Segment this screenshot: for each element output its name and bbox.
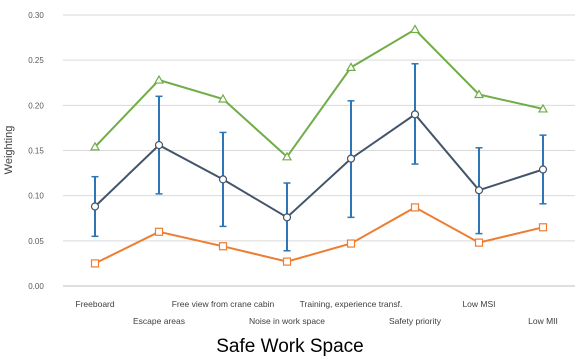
data-point-square [218, 242, 228, 251]
y-tick-label: 0.20 [28, 101, 44, 110]
data-point-triangle [345, 62, 357, 71]
data-point-triangle [537, 103, 549, 113]
data-point-triangle [217, 93, 229, 103]
data-point-triangle [153, 74, 165, 84]
data-point-circle [474, 186, 484, 195]
data-point-square [90, 259, 100, 268]
data-point-square [154, 227, 164, 236]
chart-title: Safe Work Space [216, 336, 364, 357]
data-point-circle [90, 202, 100, 211]
y-tick-label: 0.30 [28, 11, 44, 20]
y-tick-label: 0.10 [28, 192, 44, 201]
data-point-circle [218, 175, 228, 184]
data-point-circle [410, 110, 420, 119]
y-tick-label: 0.25 [28, 56, 44, 65]
category-label: Low MSI [462, 299, 495, 309]
series-line-circle [94, 113, 544, 219]
data-point-circle [538, 165, 548, 174]
y-tick-label: 0.15 [28, 147, 44, 156]
series-line-triangle [94, 28, 544, 159]
data-point-circle [346, 154, 356, 163]
data-point-square [538, 223, 548, 232]
data-point-circle [282, 213, 292, 222]
data-point-triangle [409, 24, 421, 34]
y-axis-label: Weighting [3, 126, 15, 175]
category-label: Safety priority [389, 316, 442, 326]
y-tick-labels: 0.00 0.05 0.10 0.15 0.20 0.25 0.30 [28, 11, 44, 291]
series-markers [89, 24, 549, 268]
gridlines [63, 14, 575, 287]
data-point-square [410, 203, 420, 212]
series-line-square [94, 206, 544, 265]
data-point-triangle [89, 141, 101, 151]
data-point-square [346, 239, 356, 248]
category-label: Escape areas [133, 316, 185, 326]
data-point-square [474, 238, 484, 247]
data-point-square [282, 257, 292, 266]
category-label: Training, experience transf. [300, 299, 403, 309]
category-label: Freeboard [75, 299, 114, 309]
series-lines [94, 28, 544, 265]
data-point-triangle [473, 89, 485, 99]
category-label: Noise in work space [249, 316, 325, 326]
category-labels: Freeboard Escape areas Free view from cran… [75, 299, 557, 326]
y-tick-label: 0.00 [28, 282, 44, 291]
category-label: Free view from crane cabin [172, 299, 275, 309]
data-point-circle [154, 140, 164, 150]
category-label: Low MII [528, 316, 558, 326]
data-point-triangle [281, 151, 293, 161]
y-tick-label: 0.05 [28, 237, 44, 246]
